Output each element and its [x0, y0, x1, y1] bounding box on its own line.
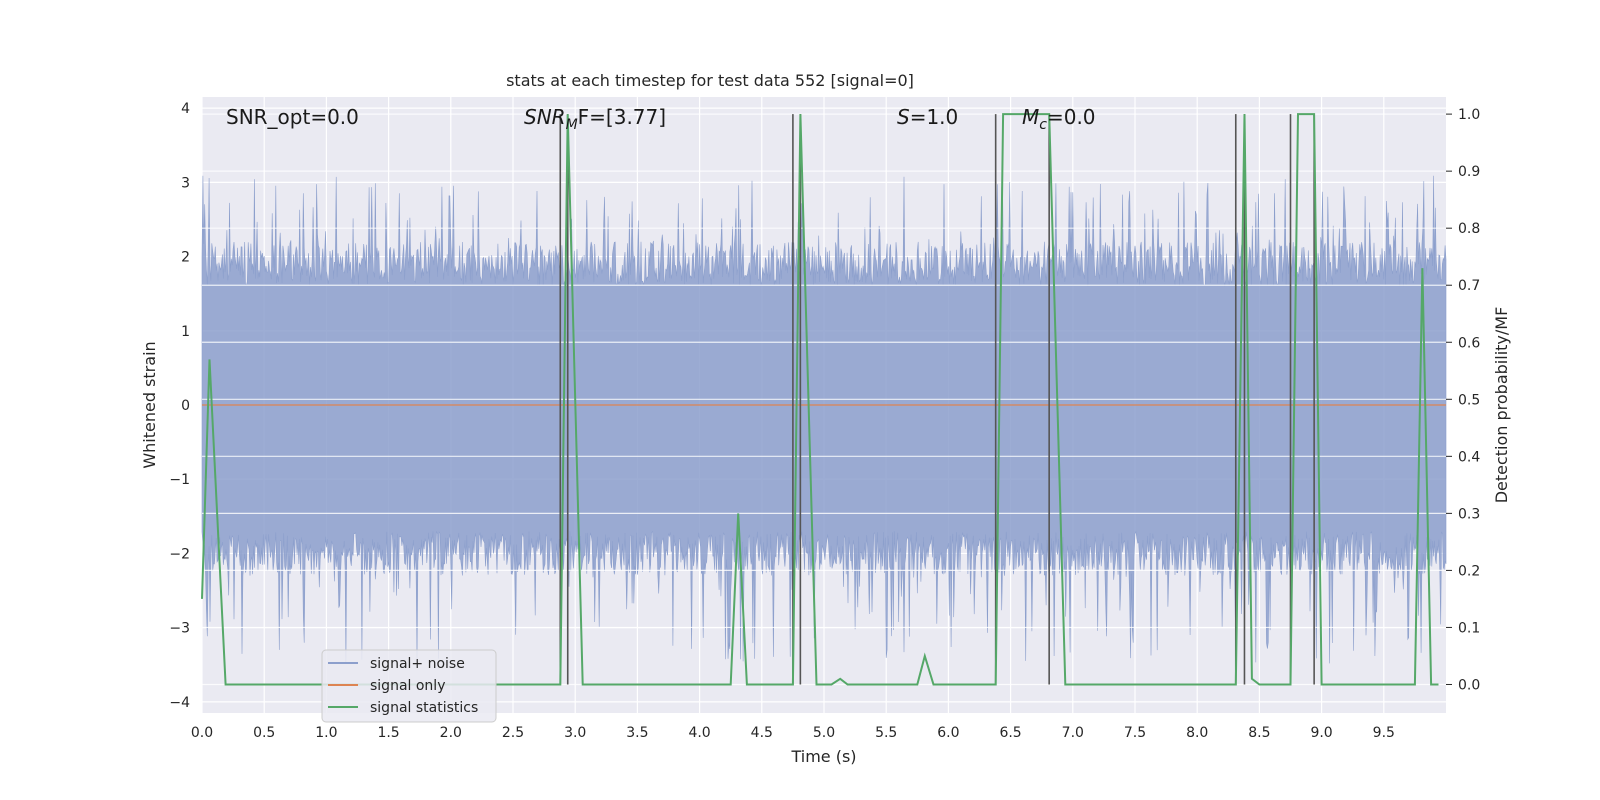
y-right-axis-label: Detection probability/MF — [1492, 307, 1511, 504]
x-tick-label: 4.0 — [688, 725, 710, 741]
y-left-tick-label: 1 — [181, 324, 190, 340]
x-tick-label: 9.5 — [1373, 725, 1395, 741]
y-right-tick-label: 0.9 — [1458, 164, 1480, 180]
series-signal-statistics — [201, 113, 1439, 686]
y-right-tick-label: 0.3 — [1458, 506, 1480, 522]
y-left-tick-label: 0 — [181, 398, 190, 414]
y-right-tick-label: 0.6 — [1458, 335, 1480, 351]
x-tick-label: 1.0 — [315, 725, 337, 741]
series-signal-noise — [201, 175, 1447, 664]
legend-label: signal only — [370, 678, 445, 694]
x-tick-label: 2.5 — [502, 725, 524, 741]
x-tick-label: 7.0 — [1062, 725, 1084, 741]
x-tick-label: 4.5 — [751, 725, 773, 741]
annotation-mc: Mc=0.0 — [1022, 105, 1096, 133]
x-tick-label: 2.0 — [440, 725, 462, 741]
x-tick-label: 1.5 — [377, 725, 399, 741]
y-left-tick-label: 2 — [181, 250, 190, 266]
y-left-tick-label: 3 — [181, 175, 190, 191]
x-tick-label: 3.0 — [564, 725, 586, 741]
legend-label: signal statistics — [370, 700, 478, 716]
y-left-tick-label: −2 — [169, 546, 190, 562]
x-tick-label: 0.0 — [191, 725, 213, 741]
y-left-axis-label: Whitened strain — [140, 341, 159, 468]
y-right-tick-label: 0.4 — [1458, 449, 1480, 465]
y-left-tick-label: −3 — [169, 621, 190, 637]
x-tick-label: 6.0 — [937, 725, 959, 741]
y-right-tick-label: 1.0 — [1458, 107, 1480, 123]
x-tick-label: 8.5 — [1248, 725, 1270, 741]
x-tick-label: 7.5 — [1124, 725, 1146, 741]
y-right-tick-label: 0.1 — [1458, 620, 1480, 636]
annotation-s: S=1.0 — [897, 105, 958, 129]
y-right-tick-label: 0.7 — [1458, 278, 1480, 294]
x-axis-label: Time (s) — [790, 747, 856, 766]
annotation-snr-opt: SNR_opt=0.0 — [226, 105, 359, 129]
legend: signal+ noise signal only signal statistic… — [321, 649, 497, 723]
y-right-tick-label: 0.2 — [1458, 563, 1480, 579]
annotation-snr-mf: SNRMF=[3.77] — [524, 105, 666, 133]
x-tick-label: 8.0 — [1186, 725, 1208, 741]
legend-box — [321, 649, 497, 723]
y-right-tick-label: 0.8 — [1458, 221, 1480, 237]
y-right-tick-label: 0.0 — [1458, 677, 1480, 693]
y-left-tick-label: −1 — [169, 472, 190, 488]
legend-label: signal+ noise — [370, 656, 465, 672]
x-tick-label: 6.5 — [999, 725, 1021, 741]
plot-area: 0.0 0.5 1.0 1.5 2.0 2.5 3.0 3.5 4.0 4.5 5.0 5.5 6.0 6… — [140, 97, 1511, 766]
x-tick-label: 3.5 — [626, 725, 648, 741]
chart-title: stats at each timestep for test data 552… — [506, 71, 914, 90]
x-tick-label: 5.5 — [875, 725, 897, 741]
x-tick-label: 9.0 — [1310, 725, 1332, 741]
x-tick-label: 5.0 — [813, 725, 835, 741]
y-left-tick-label: 4 — [181, 101, 190, 117]
x-tick-label: 0.5 — [253, 725, 275, 741]
y-left-tick-label: −4 — [169, 695, 190, 711]
y-right-tick-label: 0.5 — [1458, 392, 1480, 408]
